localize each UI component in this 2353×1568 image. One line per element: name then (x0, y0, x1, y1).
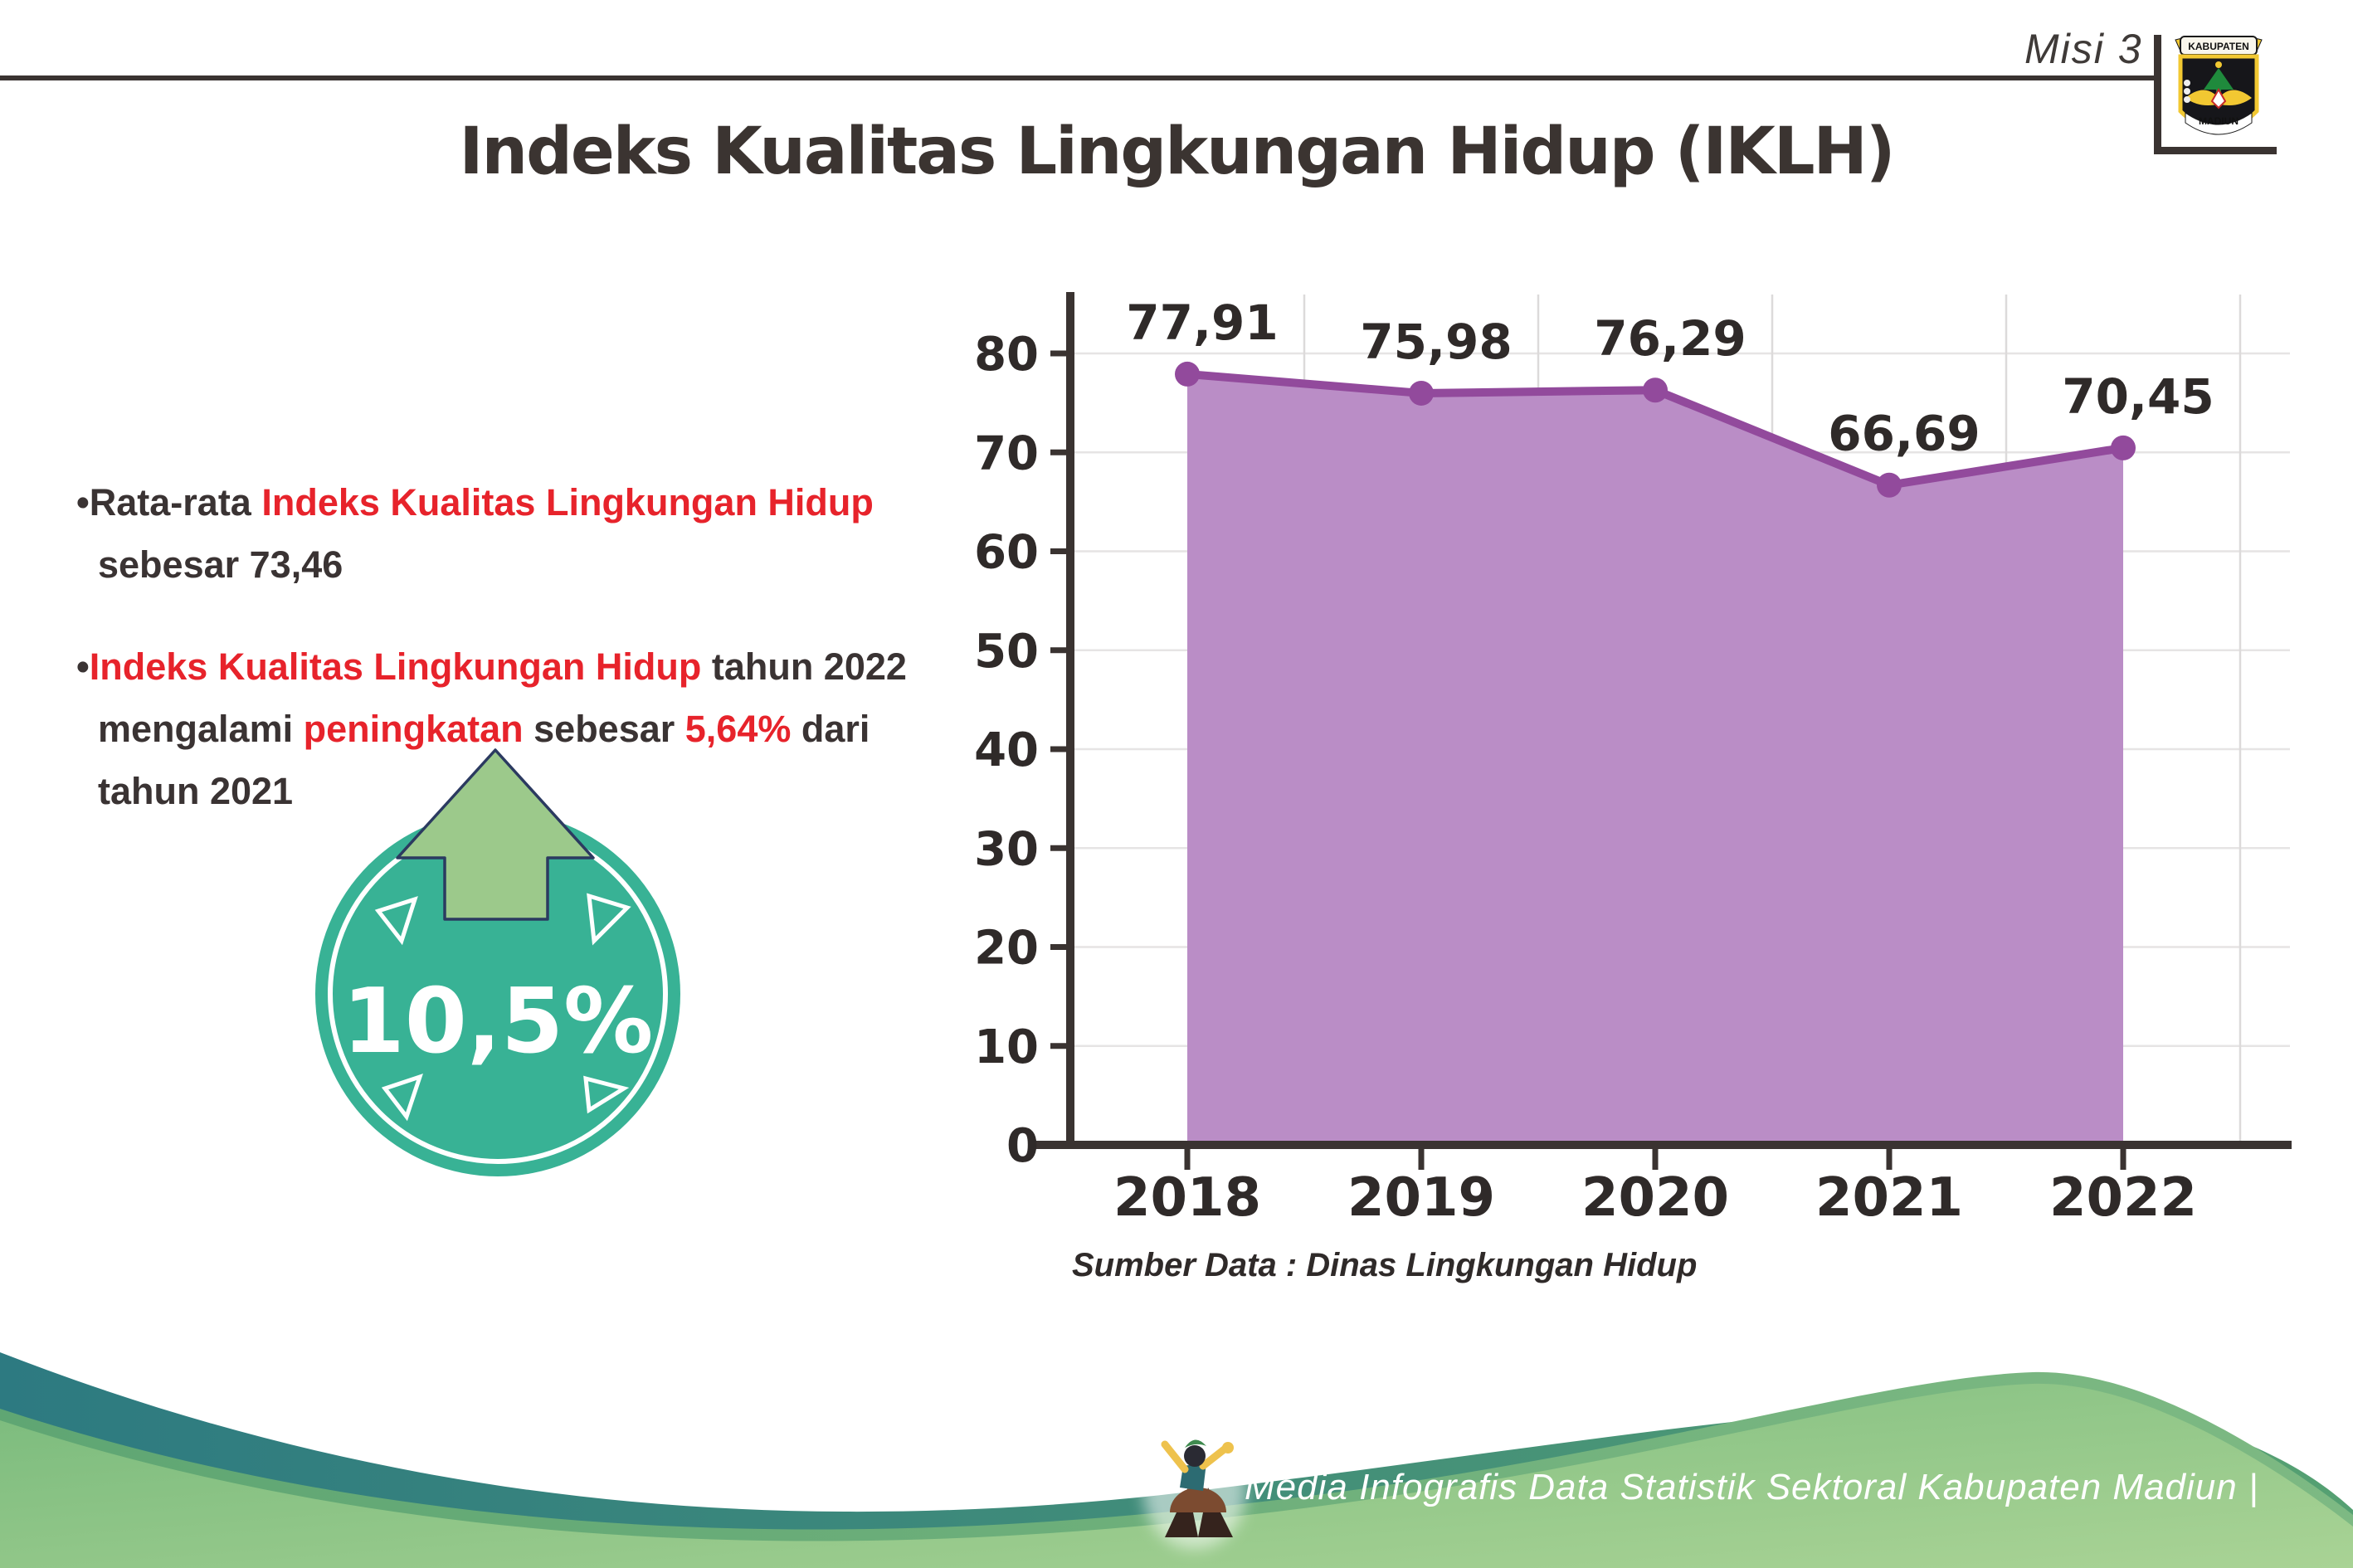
badge-triangle-sw (381, 1074, 423, 1122)
bullet-text-segment: •Rata-rata (76, 481, 262, 523)
bullet-item: •Indeks Kualitas Lingkungan Hidup tahun … (73, 635, 915, 822)
page-title: Indeks Kualitas Lingkungan Hidup (IKLH) (459, 114, 1896, 189)
data-point (2111, 435, 2136, 460)
bullet-text-segment: 5,64% (684, 708, 792, 750)
y-axis-label: 30 (974, 822, 1039, 876)
arrow-up-icon (396, 748, 595, 921)
header-rule (0, 75, 2156, 80)
bullet-text-segment: Indeks Kualitas Lingkungan Hidup (89, 645, 702, 688)
data-labels: 77,91 75,98 76,29 66,69 70,45 (1126, 295, 2214, 462)
y-axis-label: 40 (974, 723, 1039, 777)
bullet-text-segment: sebesar 73,46 (98, 543, 343, 586)
kabupaten-madiun-logo-icon: KABUPATEN MADIUN (2175, 36, 2263, 135)
badge-value: 10,5% (343, 970, 654, 1074)
data-label: 66,69 (1828, 406, 1980, 462)
data-label: 70,45 (2062, 368, 2214, 425)
data-point (1877, 472, 1902, 498)
logo-corner-bracket-vertical (2154, 35, 2161, 154)
increase-badge: 10,5% (315, 748, 680, 1176)
footer-credit: Media Infografis Data Statistik Sektoral… (1245, 1467, 2259, 1507)
misi-label: Misi 3 (2024, 26, 2143, 72)
x-axis-label: 2022 (2049, 1167, 2197, 1229)
y-axis-label: 10 (974, 1020, 1039, 1074)
badge-triangle-ne (587, 893, 631, 946)
data-label: 77,91 (1126, 295, 1278, 351)
y-axis-label: 20 (974, 922, 1039, 976)
y-axis-label: 80 (974, 328, 1039, 382)
bullet-text-segment: sebesar (523, 708, 685, 750)
bullet-text-segment: tahun 2022 mengalami (98, 645, 907, 750)
footer-wave-front (0, 1383, 2353, 1568)
badge-triangle-se (583, 1075, 630, 1114)
y-axis-label: 0 (1006, 1119, 1039, 1173)
data-point (1643, 377, 1668, 403)
logo-text-madiun: MADIUN (2199, 115, 2239, 127)
axes (1035, 292, 2292, 1170)
bullet-text-segment: Indeks Kualitas Lingkungan Hidup (261, 481, 874, 523)
x-axis-label: 2019 (1347, 1167, 1495, 1229)
area-series (1175, 361, 2136, 1146)
bullet-item: •Rata-rata Indeks Kualitas Lingkungan Hi… (73, 471, 915, 596)
bullet-list: •Rata-rata Indeks Kualitas Lingkungan Hi… (73, 471, 915, 862)
area-fill (1187, 373, 2123, 1146)
bullet-text-segment: • (76, 645, 90, 688)
dancer-mascot-icon (1143, 1433, 1246, 1549)
x-axis-labels: 2018 2019 2020 2021 2022 (1113, 1167, 2197, 1229)
footer-wave (0, 1352, 2353, 1568)
bullet-text-segment: dari tahun 2021 (98, 708, 870, 812)
logo-corner-bracket-horizontal (2154, 147, 2277, 154)
bullet-text-segment: peningkatan (303, 708, 524, 750)
y-axis-labels: 0 10 20 30 40 50 60 70 80 (974, 328, 1039, 1173)
x-axis-label: 2021 (1815, 1167, 1963, 1229)
badge-triangle-nw (374, 896, 418, 946)
data-label: 76,29 (1594, 310, 1746, 367)
data-label: 75,98 (1360, 314, 1512, 370)
data-point (1409, 380, 1434, 406)
logo-text-kabupaten: KABUPATEN (2188, 41, 2249, 52)
x-axis-label: 2018 (1113, 1167, 1261, 1229)
chart-source: Sumber Data : Dinas Lingkungan Hidup (1072, 1247, 1697, 1283)
y-axis-label: 70 (974, 426, 1039, 480)
y-axis-label: 60 (974, 526, 1039, 580)
data-point (1175, 361, 1200, 387)
y-axis-label: 50 (974, 625, 1039, 679)
iklh-area-chart: 0 10 20 30 40 50 60 70 80 2018 2019 2020 2021 2022 7… (974, 292, 2292, 1283)
x-axis-label: 2020 (1581, 1167, 1729, 1229)
